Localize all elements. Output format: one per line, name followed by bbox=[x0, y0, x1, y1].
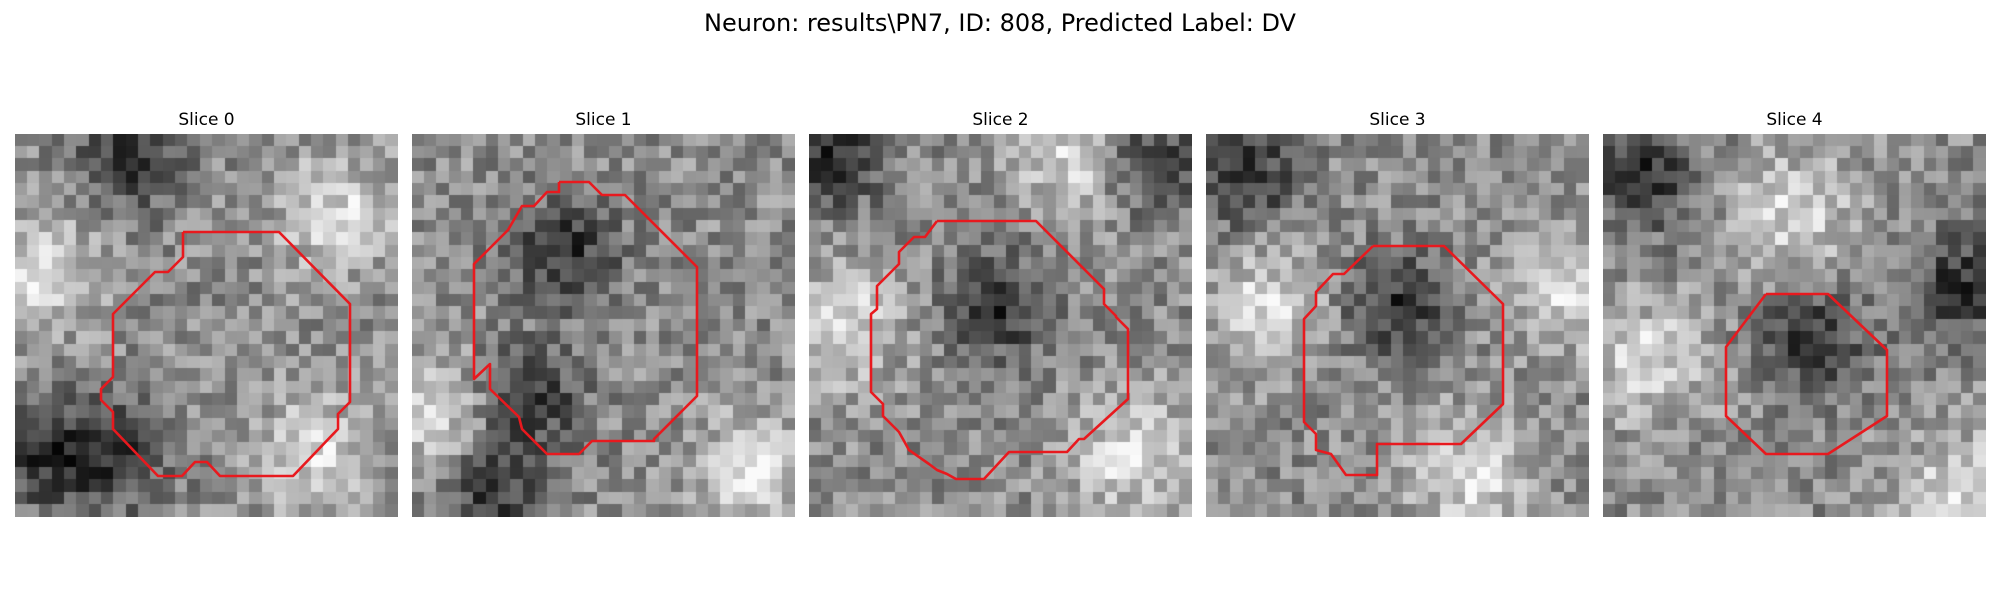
segmentation-contour bbox=[869, 219, 1130, 481]
segmentation-contour bbox=[1302, 244, 1505, 477]
slice-title: Slice 1 bbox=[575, 110, 632, 130]
slice-panel-4: Slice 4 bbox=[1603, 108, 1986, 517]
contour-line bbox=[99, 230, 352, 478]
grayscale-slice-image bbox=[15, 134, 398, 517]
slice-title: Slice 3 bbox=[1369, 110, 1426, 130]
segmentation-contour bbox=[472, 180, 699, 456]
grayscale-slice-image bbox=[412, 134, 795, 517]
slice-panel-3: Slice 3 bbox=[1206, 108, 1589, 517]
contour-line bbox=[869, 219, 1130, 481]
contour-line bbox=[472, 180, 699, 456]
slice-panel-1: Slice 1 bbox=[412, 108, 795, 517]
segmentation-contour bbox=[1724, 292, 1889, 456]
slice-panel-2: Slice 2 bbox=[809, 108, 1192, 517]
slice-title: Slice 4 bbox=[1766, 110, 1823, 130]
figure-title: Neuron: results\PN7, ID: 808, Predicted … bbox=[704, 9, 1296, 37]
segmentation-contour bbox=[99, 230, 352, 478]
slice-title: Slice 0 bbox=[178, 110, 235, 130]
contour-line bbox=[1724, 292, 1889, 456]
grayscale-slice-image bbox=[1206, 134, 1589, 517]
grayscale-slice-image bbox=[809, 134, 1192, 517]
slice-panel-0: Slice 0 bbox=[15, 108, 398, 517]
contour-line bbox=[1302, 244, 1505, 477]
slice-title: Slice 2 bbox=[972, 110, 1029, 130]
